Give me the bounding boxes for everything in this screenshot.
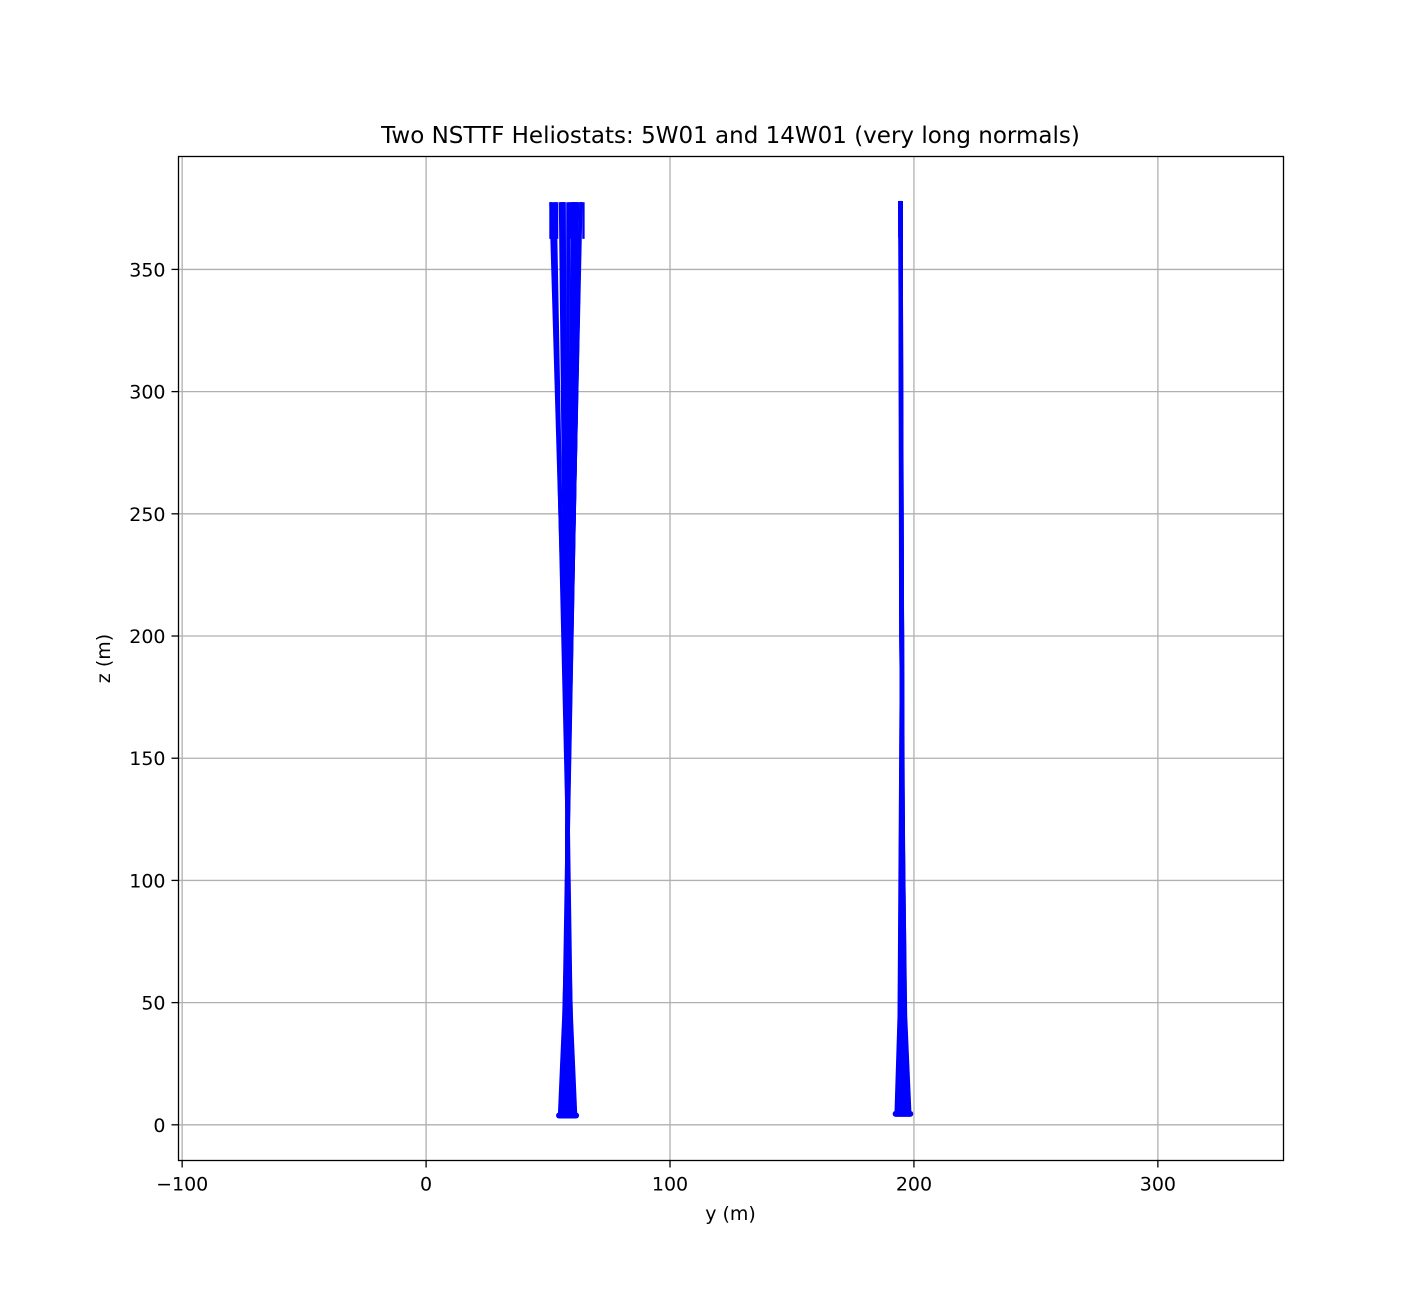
y-tick-label: 50 bbox=[141, 993, 165, 1015]
x-tick-label: 300 bbox=[1140, 1174, 1176, 1196]
y-axis-label: z (m) bbox=[93, 634, 115, 683]
x-tick-label: 200 bbox=[896, 1174, 932, 1196]
ticks: −100 0 100 200 300 0 50 100 150 200 250 300 350 bbox=[129, 259, 1176, 1195]
x-tick-label: 0 bbox=[420, 1174, 432, 1196]
normal-line bbox=[565, 202, 578, 1116]
y-tick-label: 100 bbox=[129, 870, 165, 892]
axes-frame bbox=[177, 155, 1285, 1162]
y-tick-label: 150 bbox=[129, 748, 165, 770]
x-axis-label: y (m) bbox=[705, 1203, 756, 1225]
y-tick-label: 0 bbox=[153, 1115, 165, 1137]
y-tick-label: 350 bbox=[129, 259, 165, 281]
grid bbox=[178, 156, 1284, 1161]
plot-area bbox=[549, 200, 914, 1119]
x-tick-label: −100 bbox=[156, 1174, 208, 1196]
normal-line bbox=[899, 200, 912, 1114]
heliostat-normals-2 bbox=[892, 200, 914, 1117]
x-tick-label: 100 bbox=[652, 1174, 688, 1196]
chart-title: Two NSTTF Heliostats: 5W01 and 14W01 (ve… bbox=[380, 123, 1080, 149]
y-tick-label: 300 bbox=[129, 382, 165, 404]
y-tick-label: 200 bbox=[129, 626, 165, 648]
y-tick-label: 250 bbox=[129, 504, 165, 526]
heliostat-normals-1 bbox=[549, 202, 585, 1119]
